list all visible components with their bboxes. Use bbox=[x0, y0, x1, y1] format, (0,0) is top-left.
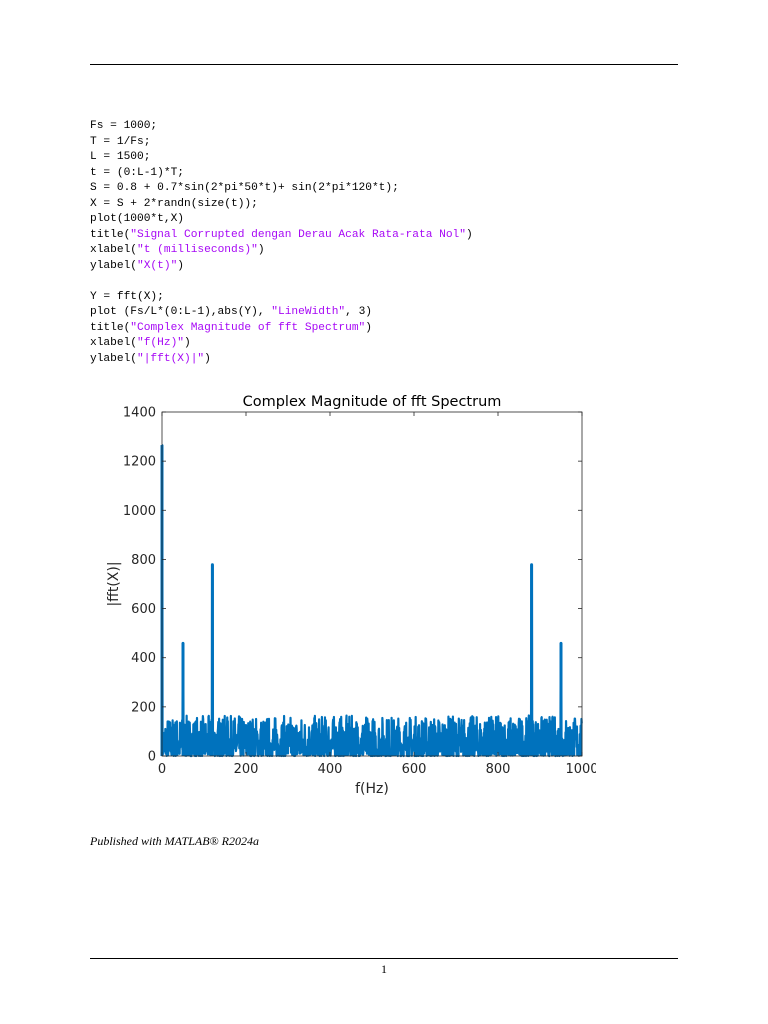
y-tick-label: 1400 bbox=[123, 406, 156, 421]
y-tick-label: 600 bbox=[131, 602, 156, 617]
code-string: "X(t)" bbox=[137, 259, 178, 272]
x-tick-label: 600 bbox=[402, 762, 427, 777]
code-text: title( bbox=[90, 321, 131, 334]
code-string: "t (milliseconds)" bbox=[137, 244, 258, 256]
code-line: xlabel("f(Hz)") bbox=[90, 336, 473, 352]
code-line: T = 1/Fs; bbox=[90, 135, 473, 151]
code-string: "LineWidth" bbox=[271, 306, 346, 318]
code-text: t = (0:L-1)*T; bbox=[90, 166, 184, 179]
x-axis-label: f(Hz) bbox=[355, 781, 389, 797]
plot-area bbox=[162, 412, 582, 756]
code-text: title( bbox=[90, 228, 131, 241]
code-line: Fs = 1000; bbox=[90, 119, 473, 135]
code-text: xlabel( bbox=[90, 337, 137, 349]
code-string: "Signal Corrupted dengan Derau Acak Rata… bbox=[130, 228, 466, 241]
code-line: plot(1000*t,X) bbox=[90, 212, 473, 228]
code-line: ylabel("|fft(X)|") bbox=[90, 352, 473, 368]
y-tick-label: 400 bbox=[131, 651, 156, 666]
code-string: "Complex Magnitude of fft Spectrum" bbox=[130, 321, 366, 334]
code-line: ylabel("X(t)") bbox=[90, 259, 473, 275]
code-text: ylabel( bbox=[90, 259, 137, 272]
code-text: ) bbox=[365, 321, 372, 334]
x-tick-label: 200 bbox=[234, 762, 259, 777]
code-line: plot (Fs/L*(0:L-1),abs(Y), "LineWidth", … bbox=[90, 305, 473, 321]
y-tick-label: 1000 bbox=[123, 504, 156, 519]
code-text: , 3) bbox=[345, 306, 372, 318]
x-tick-label: 400 bbox=[318, 762, 343, 777]
fft-spectrum-figure: 0 200 400 600 800 1000 0 200 400 600 800 1000 1200 14… bbox=[106, 394, 596, 797]
code-text: xlabel( bbox=[90, 244, 137, 256]
code-string: "|fft(X)|" bbox=[137, 352, 205, 365]
published-note: Published with MATLAB® R2024a bbox=[90, 834, 260, 848]
axes-box bbox=[161, 411, 583, 757]
code-text: ) bbox=[184, 337, 191, 349]
code-line: title("Complex Magnitude of fft Spectrum… bbox=[90, 321, 473, 337]
code-text: Fs = 1000; bbox=[90, 120, 158, 132]
code-text: plot(1000*t,X) bbox=[90, 213, 184, 225]
x-tick-label: 1000 bbox=[565, 762, 596, 777]
code-text: ) bbox=[204, 352, 211, 365]
x-tick-label: 800 bbox=[486, 762, 511, 777]
page-number: 1 bbox=[381, 962, 387, 976]
spectrum-line bbox=[161, 444, 583, 758]
code-text: X = S + 2*randn(size(t)); bbox=[90, 197, 258, 210]
code-text: ) bbox=[465, 228, 473, 241]
code-line bbox=[90, 274, 473, 290]
code-text: S = 0.8 + 0.7*sin(2*pi*50*t)+ sin(2*pi*1… bbox=[90, 182, 399, 194]
y-tick-label: 800 bbox=[131, 553, 156, 568]
code-line: X = S + 2*randn(size(t)); bbox=[90, 197, 473, 213]
code-string: "f(Hz)" bbox=[137, 337, 184, 349]
code-text: ) bbox=[257, 244, 265, 256]
y-axis-label: |fft(X)| bbox=[106, 561, 122, 606]
code-line: L = 1500; bbox=[90, 150, 473, 166]
code-line: title("Signal Corrupted dengan Derau Aca… bbox=[90, 228, 473, 244]
chart-title: Complex Magnitude of fft Spectrum bbox=[243, 394, 502, 410]
footer-rule bbox=[90, 958, 678, 959]
header-rule bbox=[90, 64, 678, 65]
y-tick-label: 1200 bbox=[123, 455, 156, 470]
code-line: Y = fft(X); bbox=[90, 290, 473, 306]
code-text: ) bbox=[177, 259, 185, 272]
code-line: S = 0.8 + 0.7*sin(2*pi*50*t)+ sin(2*pi*1… bbox=[90, 181, 473, 197]
code-text: plot (Fs/L*(0:L-1),abs(Y), bbox=[90, 306, 272, 318]
y-tick-label: 0 bbox=[148, 750, 156, 765]
y-tick-label: 200 bbox=[131, 700, 156, 715]
code-line: t = (0:L-1)*T; bbox=[90, 166, 473, 182]
code-text: Y = fft(X); bbox=[90, 290, 164, 303]
code-text: T = 1/Fs; bbox=[90, 135, 151, 148]
code-text: L = 1500; bbox=[90, 151, 151, 163]
code-block: Fs = 1000; T = 1/Fs; L = 1500; t = (0:L-1)*… bbox=[90, 119, 473, 367]
x-tick-label: 0 bbox=[158, 762, 166, 777]
code-line: xlabel("t (milliseconds)") bbox=[90, 243, 473, 259]
code-text: ylabel( bbox=[90, 352, 137, 365]
